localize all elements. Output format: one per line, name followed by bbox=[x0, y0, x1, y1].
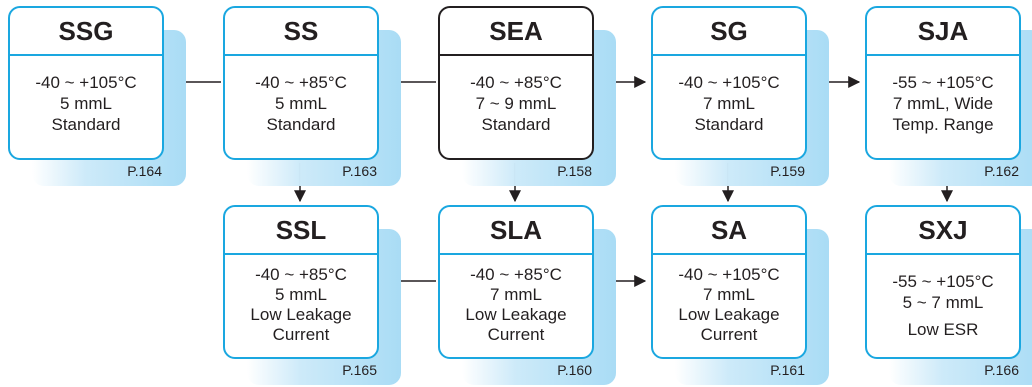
series-temperature: -40 ~ +105°C bbox=[35, 73, 137, 92]
series-description: Current bbox=[487, 325, 545, 344]
series-box: SJA -55 ~ +105°C 7 mmL, Wide Temp. Range bbox=[865, 6, 1021, 160]
series-box: SSG -40 ~ +105°C 5 mmL Standard bbox=[8, 6, 164, 160]
series-description: Standard bbox=[266, 115, 336, 134]
series-size: 5 mmL bbox=[275, 285, 327, 304]
series-size: 7 mmL bbox=[490, 285, 542, 304]
series-description: Low Leakage bbox=[250, 305, 352, 324]
series-box: SG -40 ~ +105°C 7 mmL Standard bbox=[651, 6, 807, 160]
series-temperature: -40 ~ +85°C bbox=[470, 265, 562, 284]
series-specs: -40 ~ +105°C 7 mmL Standard bbox=[653, 56, 805, 135]
series-name: SG bbox=[653, 8, 805, 56]
series-temperature: -40 ~ +105°C bbox=[678, 73, 780, 92]
series-box: SXJ -55 ~ +105°C 5 ~ 7 mmL Low ESR bbox=[865, 205, 1021, 359]
series-size: 5 mmL bbox=[60, 94, 112, 113]
series-box: SA -40 ~ +105°C 7 mmL Low Leakage Current bbox=[651, 205, 807, 359]
series-description: Temp. Range bbox=[892, 115, 994, 134]
series-specs: -40 ~ +105°C 5 mmL Standard bbox=[10, 56, 162, 135]
series-name: SSL bbox=[225, 207, 377, 255]
series-description: Standard bbox=[51, 115, 121, 134]
series-temperature: -40 ~ +85°C bbox=[470, 73, 562, 92]
series-size: 7 mmL bbox=[703, 94, 755, 113]
series-specs: -40 ~ +85°C 7 ~ 9 mmL Standard bbox=[440, 56, 592, 135]
series-specs: -55 ~ +105°C 5 ~ 7 mmL Low ESR bbox=[867, 255, 1019, 340]
series-box: SSL -40 ~ +85°C 5 mmL Low Leakage Current bbox=[223, 205, 379, 359]
series-specs: -40 ~ +85°C 5 mmL Low Leakage Current bbox=[225, 255, 377, 345]
series-description: Standard bbox=[694, 115, 764, 134]
page-reference: P.163 bbox=[342, 163, 377, 179]
series-name: SXJ bbox=[867, 207, 1019, 255]
series-temperature: -40 ~ +85°C bbox=[255, 73, 347, 92]
page-reference: P.158 bbox=[557, 163, 592, 179]
series-description: Low Leakage bbox=[678, 305, 780, 324]
page-reference: P.164 bbox=[127, 163, 162, 179]
page-reference: P.162 bbox=[984, 163, 1019, 179]
series-temperature: -55 ~ +105°C bbox=[892, 73, 994, 92]
series-name: SS bbox=[225, 8, 377, 56]
page-reference: P.160 bbox=[557, 362, 592, 378]
series-specs: -40 ~ +85°C 7 mmL Low Leakage Current bbox=[440, 255, 592, 345]
series-size: 7 mmL, Wide bbox=[892, 94, 994, 113]
series-name: SEA bbox=[440, 8, 592, 56]
series-box: SS -40 ~ +85°C 5 mmL Standard bbox=[223, 6, 379, 160]
series-specs: -40 ~ +105°C 7 mmL Low Leakage Current bbox=[653, 255, 805, 345]
series-temperature: -40 ~ +85°C bbox=[255, 265, 347, 284]
series-name: SJA bbox=[867, 8, 1019, 56]
series-description: Current bbox=[700, 325, 758, 344]
series-description: Low ESR bbox=[907, 320, 979, 339]
series-size: 7 mmL bbox=[703, 285, 755, 304]
series-specs: -40 ~ +85°C 5 mmL Standard bbox=[225, 56, 377, 135]
series-description: Standard bbox=[481, 115, 551, 134]
series-name: SSG bbox=[10, 8, 162, 56]
series-box: SEA -40 ~ +85°C 7 ~ 9 mmL Standard bbox=[438, 6, 594, 160]
series-description: Current bbox=[272, 325, 330, 344]
series-name: SA bbox=[653, 207, 805, 255]
series-size: 5 ~ 7 mmL bbox=[902, 293, 984, 312]
series-description: Low Leakage bbox=[465, 305, 567, 324]
series-size: 7 ~ 9 mmL bbox=[475, 94, 557, 113]
page-reference: P.166 bbox=[984, 362, 1019, 378]
page-reference: P.161 bbox=[770, 362, 805, 378]
series-name: SLA bbox=[440, 207, 592, 255]
series-size: 5 mmL bbox=[275, 94, 327, 113]
series-temperature: -55 ~ +105°C bbox=[892, 272, 994, 291]
page-reference: P.159 bbox=[770, 163, 805, 179]
series-box: SLA -40 ~ +85°C 7 mmL Low Leakage Current bbox=[438, 205, 594, 359]
series-temperature: -40 ~ +105°C bbox=[678, 265, 780, 284]
page-reference: P.165 bbox=[342, 362, 377, 378]
series-specs: -55 ~ +105°C 7 mmL, Wide Temp. Range bbox=[867, 56, 1019, 135]
